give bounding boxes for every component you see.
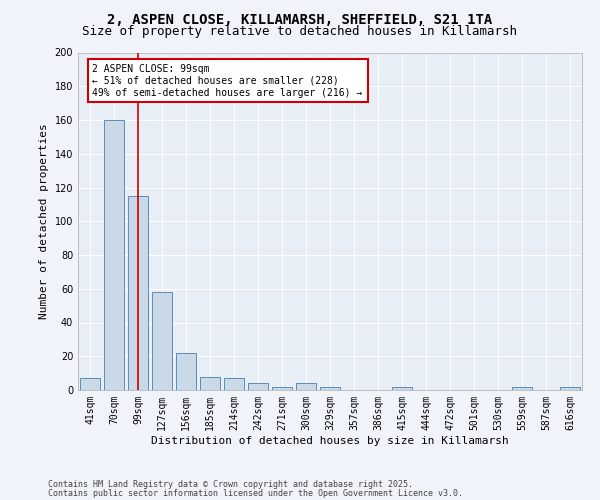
Bar	[200, 376, 220, 390]
Text: Contains public sector information licensed under the Open Government Licence v3: Contains public sector information licen…	[48, 488, 463, 498]
Bar	[224, 378, 244, 390]
Text: Size of property relative to detached houses in Killamarsh: Size of property relative to detached ho…	[83, 25, 517, 38]
Bar	[560, 386, 580, 390]
Text: 2 ASPEN CLOSE: 99sqm
← 51% of detached houses are smaller (228)
49% of semi-deta: 2 ASPEN CLOSE: 99sqm ← 51% of detached h…	[92, 64, 362, 98]
Bar	[248, 383, 268, 390]
Bar	[392, 386, 412, 390]
X-axis label: Distribution of detached houses by size in Killamarsh: Distribution of detached houses by size …	[151, 436, 509, 446]
Bar	[320, 386, 340, 390]
Text: 2, ASPEN CLOSE, KILLAMARSH, SHEFFIELD, S21 1TA: 2, ASPEN CLOSE, KILLAMARSH, SHEFFIELD, S…	[107, 12, 493, 26]
Bar	[80, 378, 100, 390]
Bar	[296, 383, 316, 390]
Bar	[152, 292, 172, 390]
Y-axis label: Number of detached properties: Number of detached properties	[39, 124, 49, 319]
Text: Contains HM Land Registry data © Crown copyright and database right 2025.: Contains HM Land Registry data © Crown c…	[48, 480, 413, 489]
Bar	[272, 386, 292, 390]
Bar	[104, 120, 124, 390]
Bar	[512, 386, 532, 390]
Bar	[128, 196, 148, 390]
Bar	[176, 353, 196, 390]
